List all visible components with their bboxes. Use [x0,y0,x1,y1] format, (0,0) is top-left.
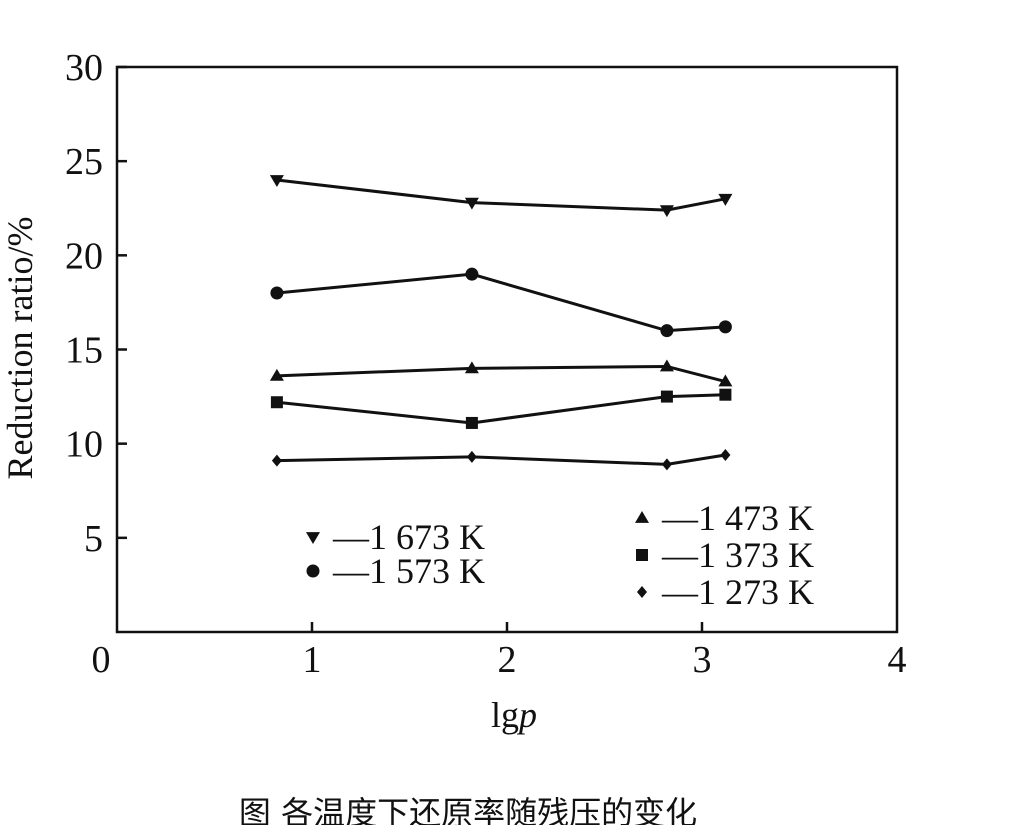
y-tick-label: 25 [65,141,103,183]
data-point [465,416,478,429]
data-point [465,267,479,281]
series-0 [269,175,733,218]
data-point [270,286,284,300]
y-axis-label: Reduction ratio/% [0,217,40,480]
legend-item: —1 673 K [306,517,485,557]
x-tick-label: 2 [498,639,517,681]
legend-label: —1 473 K [661,498,814,538]
data-point [718,320,732,334]
data-point [464,361,479,374]
legend-marker [306,532,320,544]
y-tick-label: 15 [65,330,103,372]
y-tick-label: 20 [65,235,103,277]
legend-label: —1 373 K [661,535,814,575]
legend-item: —1 273 K [637,572,814,612]
data-point [659,205,674,218]
data-point [661,458,672,471]
data-point [464,197,479,210]
data-point [269,175,284,187]
data-point [719,388,732,401]
series-1 [270,267,732,338]
data-point [718,193,733,206]
data-point [466,450,477,463]
legend-item: —1 473 K [635,498,814,538]
legend-marker [637,586,647,598]
series-4 [271,448,731,471]
data-point [271,454,282,467]
series-line [276,272,726,333]
legend-label: —1 273 K [661,572,814,612]
data-point [660,324,674,338]
legend-label: —1 573 K [332,551,485,591]
legend-marker [306,564,320,578]
x-tick-label: 3 [693,639,712,681]
series-line [276,453,726,466]
series-line [276,364,726,383]
series-3 [270,388,732,429]
series-2 [269,359,733,387]
legend-item: —1 373 K [636,535,814,575]
x-axis-label-variable: p [516,695,537,735]
data-point [270,396,283,409]
x-tick-label: 4 [888,639,907,681]
legend-marker [635,511,649,523]
data-point [660,390,673,403]
x-axis-label-prefix: lg [491,695,519,735]
legend-label: —1 673 K [332,517,485,557]
legend-marker [636,549,648,561]
series-line [276,393,726,425]
x-tick-label: 1 [303,639,322,681]
y-tick-label: 5 [84,518,103,560]
series-line [276,178,726,212]
data-point [720,448,731,461]
data-point [659,359,674,372]
figure-caption: 图 各温度下还原率随残压的变化 [239,794,697,825]
y-tick-label: 10 [65,424,103,466]
x-axis-label: lgp [491,695,537,735]
y-tick-label: 30 [65,47,103,89]
legend-item: —1 573 K [306,551,485,591]
data-point [269,368,284,381]
x-tick-label: 0 [92,639,111,681]
data-point [718,374,733,387]
